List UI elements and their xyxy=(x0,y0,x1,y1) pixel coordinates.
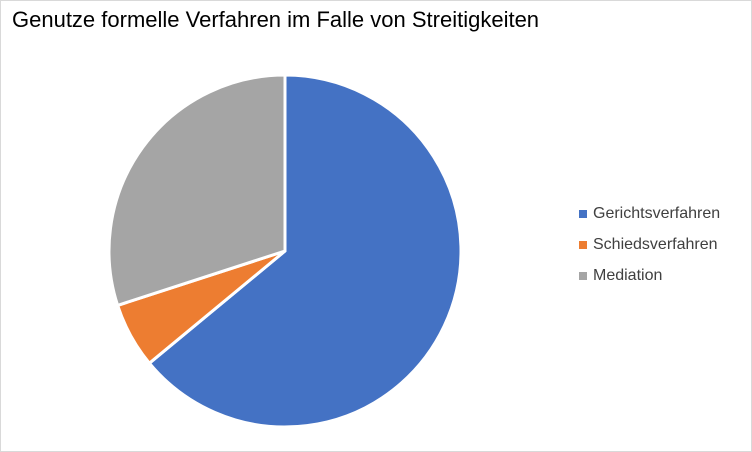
legend-swatch-schiedsverfahren xyxy=(579,241,587,249)
legend-item-gerichtsverfahren: Gerichtsverfahren xyxy=(579,205,720,223)
legend-swatch-mediation xyxy=(579,272,587,280)
pie-slice-mediation xyxy=(107,73,287,307)
legend-label-gerichtsverfahren: Gerichtsverfahren xyxy=(593,205,721,222)
pie-slice-gerichtsverfahren xyxy=(147,73,463,429)
legend-swatch-gerichtsverfahren xyxy=(579,210,587,218)
legend-label-schiedsverfahren: Schiedsverfahren xyxy=(593,236,718,253)
pie-slices xyxy=(107,73,463,429)
legend-item-schiedsverfahren: Schiedsverfahren xyxy=(579,236,720,254)
legend: Gerichtsverfahren Schiedsverfahren Media… xyxy=(579,205,720,285)
legend-label-mediation: Mediation xyxy=(593,267,663,284)
legend-item-mediation: Mediation xyxy=(579,267,720,285)
chart-title: Genutze formelle Verfahren im Falle von … xyxy=(12,7,540,32)
